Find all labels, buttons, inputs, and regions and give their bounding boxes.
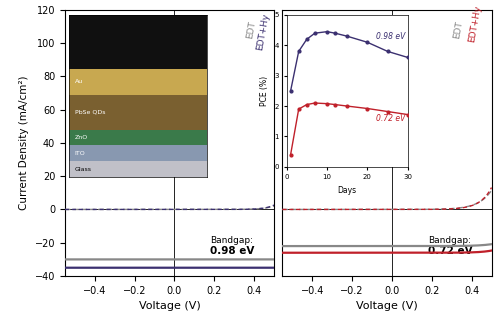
Text: EDT: EDT xyxy=(453,21,465,39)
Text: EDT+Hy: EDT+Hy xyxy=(255,13,271,51)
Y-axis label: Current Density (mA/cm²): Current Density (mA/cm²) xyxy=(19,75,29,210)
Text: 0.98 eV: 0.98 eV xyxy=(210,247,254,256)
Text: A: A xyxy=(71,13,81,27)
Text: EDT: EDT xyxy=(245,21,257,39)
X-axis label: Voltage (V): Voltage (V) xyxy=(139,301,200,311)
Text: 0.72 eV: 0.72 eV xyxy=(428,247,473,256)
Text: B: B xyxy=(288,13,298,27)
Text: Bandgap:: Bandgap: xyxy=(210,236,253,245)
Text: Bandgap:: Bandgap: xyxy=(428,236,471,245)
Text: EDT+Hy: EDT+Hy xyxy=(467,4,482,43)
X-axis label: Voltage (V): Voltage (V) xyxy=(356,301,418,311)
